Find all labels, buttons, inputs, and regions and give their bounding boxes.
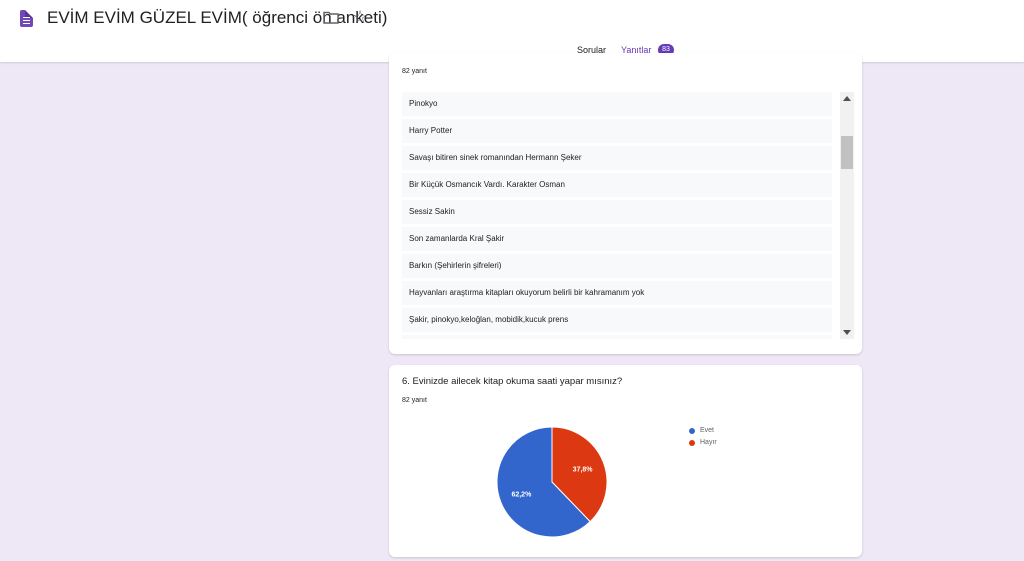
legend-item[interactable]: Evet (689, 425, 717, 437)
question-title: 6. Evinizde ailecek kitap okuma saati ya… (402, 376, 623, 387)
answers-scrollbar[interactable] (840, 92, 854, 339)
pie-slice-label: 62,2% (511, 491, 532, 498)
list-item: Şakir, pinokyo,keloğlan, mobidik,kucuk p… (402, 308, 832, 332)
pie-slice-label: 37,8% (573, 467, 594, 474)
pie-slice-hayır[interactable] (551, 426, 608, 523)
chart-legend: Evet Hayır (689, 425, 717, 449)
legend-item[interactable]: Hayır (689, 437, 717, 449)
pie-slice-evet[interactable] (496, 426, 591, 538)
legend-dot-icon (689, 428, 695, 434)
list-item: Bir Küçük Osmancık Vardı. Karakter Osman (402, 173, 832, 197)
list-item: Son zamanlarda Kral Şakir (402, 227, 832, 251)
list-item: Hayvanları araştırma kitapları okuyorum … (402, 281, 832, 305)
folder-icon[interactable] (323, 11, 339, 24)
app-header: EVİM EVİM GÜZEL EVİM( öğrenci ön anketi)… (0, 0, 1024, 62)
scroll-up-arrow-icon[interactable] (840, 92, 854, 106)
response-count: 82 yanıt (402, 68, 427, 75)
response-count: 82 yanıt (402, 397, 427, 404)
tab-bar: Sorular Yanıtlar (0, 38, 1024, 62)
legend-label: Hayır (700, 439, 717, 446)
legend-dot-icon (689, 440, 695, 446)
text-answers-card: 82 yanıt Pinokyo Harry Potter Savaşı bit… (389, 53, 862, 354)
list-item: Sessiz Sakin (402, 200, 832, 224)
scroll-thumb[interactable] (841, 136, 853, 169)
list-item: Savaşı bitiren sinek romanından Hermann … (402, 146, 832, 170)
list-item: Harry Potter (402, 119, 832, 143)
answers-list[interactable]: Pinokyo Harry Potter Savaşı bitiren sine… (402, 92, 832, 339)
tab-responses[interactable]: Yanıtlar (621, 45, 652, 55)
legend-label: Evet (700, 427, 715, 434)
pie-chart-card: 6. Evinizde ailecek kitap okuma saati ya… (389, 365, 862, 557)
list-item (402, 335, 832, 339)
pie-chart: 37,8% 62,2% (496, 426, 608, 538)
list-item: Pinokyo (402, 92, 832, 116)
scroll-down-arrow-icon[interactable] (840, 325, 854, 339)
google-forms-icon[interactable] (20, 10, 33, 27)
tab-questions[interactable]: Sorular (577, 45, 607, 55)
form-title[interactable]: EVİM EVİM GÜZEL EVİM( öğrenci ön anketi) (47, 8, 388, 27)
list-item: Barkın (Şehirlerin şifreleri) (402, 254, 832, 278)
star-icon[interactable]: ☆ (352, 7, 369, 27)
